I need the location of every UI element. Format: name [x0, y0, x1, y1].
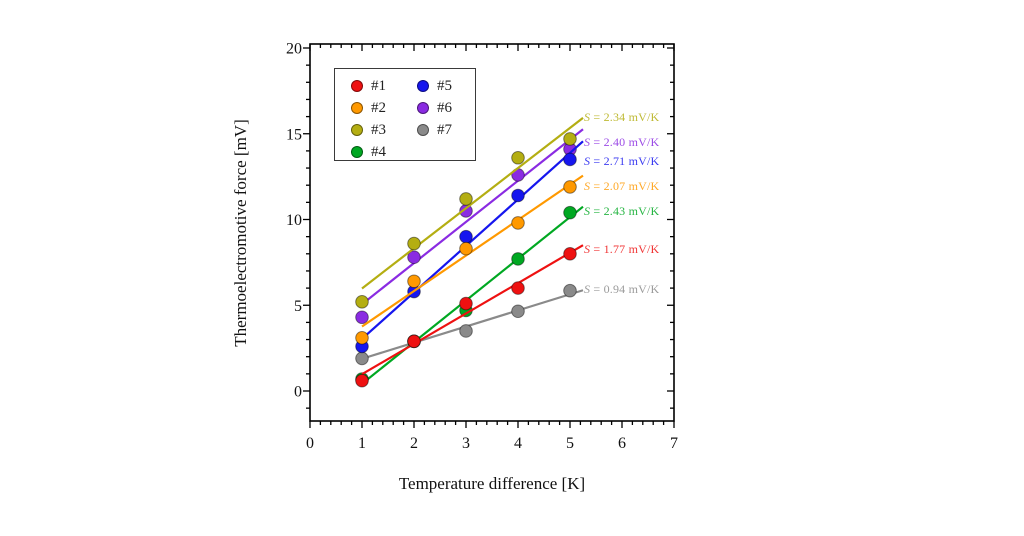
data-point-1 [459, 296, 473, 311]
data-point-4 [563, 205, 577, 220]
fit-line-7 [361, 289, 584, 360]
slope-annotation-4: S = 2.43 mV/K [584, 204, 660, 218]
y-tick-label: 20 [286, 41, 302, 58]
fit-line-1 [361, 244, 584, 376]
legend-marker-6 [417, 102, 429, 114]
data-point-2 [355, 331, 369, 345]
fit-line-5 [361, 140, 584, 340]
data-point-1 [563, 247, 577, 261]
data-point-4 [511, 252, 525, 266]
data-point-5 [511, 188, 525, 203]
data-point-2 [511, 216, 525, 230]
data-point-3 [459, 192, 473, 206]
data-point-5 [563, 152, 577, 167]
x-tick-label: 0 [306, 435, 314, 452]
data-point-7 [355, 351, 369, 366]
slope-annotation-5: S = 2.71 mV/K [584, 154, 660, 168]
x-tick-label: 1 [358, 435, 366, 452]
data-point-3 [511, 150, 525, 165]
data-point-3 [563, 132, 577, 146]
slope-annotation-7: S = 0.94 mV/K [584, 282, 660, 296]
x-axis-title: Temperature difference [K] [398, 474, 586, 493]
plot-frame [309, 43, 675, 422]
legend-marker-1 [351, 80, 363, 92]
data-point-3 [355, 295, 369, 309]
legend-item-2: #2 [351, 100, 386, 116]
slope-annotation-6: S = 2.40 mV/K [584, 135, 660, 149]
data-point-2 [563, 180, 577, 194]
data-point-1 [355, 373, 369, 388]
legend-label-6: #6 [437, 100, 452, 116]
legend-label-5: #5 [437, 78, 452, 94]
y-tick-label: 15 [286, 126, 302, 143]
legend-marker-3 [351, 124, 363, 136]
legend-label-3: #3 [371, 122, 386, 138]
x-tick-label: 6 [618, 435, 626, 452]
legend-marker-5 [417, 80, 429, 92]
legend-label-2: #2 [371, 100, 386, 116]
x-tick-label: 4 [514, 435, 522, 452]
legend-marker-7 [417, 124, 429, 136]
data-point-2 [407, 274, 421, 289]
fit-line-3 [361, 117, 584, 290]
data-point-6 [355, 310, 369, 325]
legend-item-4: #4 [351, 144, 386, 160]
data-point-6 [407, 250, 421, 265]
slope-annotation-1: S = 1.77 mV/K [584, 242, 660, 256]
legend-label-1: #1 [371, 78, 386, 94]
x-tick-label: 3 [462, 435, 470, 452]
fit-line-2 [361, 174, 584, 328]
data-point-2 [459, 241, 473, 256]
data-point-1 [511, 281, 525, 295]
data-point-7 [511, 304, 525, 319]
x-tick-label: 5 [566, 435, 574, 452]
legend-item-1: #1 [351, 78, 386, 94]
legend-item-5: #5 [417, 78, 452, 94]
y-tick-label: 0 [294, 384, 302, 401]
y-tick-label: 5 [294, 298, 302, 315]
y-tick-label: 10 [286, 212, 302, 229]
legend-marker-2 [351, 102, 363, 114]
legend: #1 #2 #3 #4 #5 #6 #7 [334, 68, 476, 161]
x-tick-label: 2 [410, 435, 418, 452]
slope-annotation-2: S = 2.07 mV/K [584, 179, 660, 193]
x-tick-label: 7 [670, 435, 678, 452]
data-point-1 [407, 334, 421, 349]
legend-item-7: #7 [417, 122, 452, 138]
legend-label-4: #4 [371, 144, 386, 160]
data-point-5 [459, 229, 473, 244]
legend-marker-4 [351, 146, 363, 158]
slope-annotation-3: S = 2.34 mV/K [584, 110, 660, 124]
legend-label-7: #7 [437, 122, 452, 138]
fit-line-6 [361, 128, 584, 306]
fit-line-4 [361, 205, 584, 385]
data-point-7 [563, 283, 577, 298]
legend-item-3: #3 [351, 122, 386, 138]
data-point-7 [459, 324, 473, 338]
y-axis-title: Thermoelectromotive force [mV] [231, 119, 250, 347]
data-point-3 [407, 236, 421, 251]
legend-item-6: #6 [417, 100, 452, 116]
